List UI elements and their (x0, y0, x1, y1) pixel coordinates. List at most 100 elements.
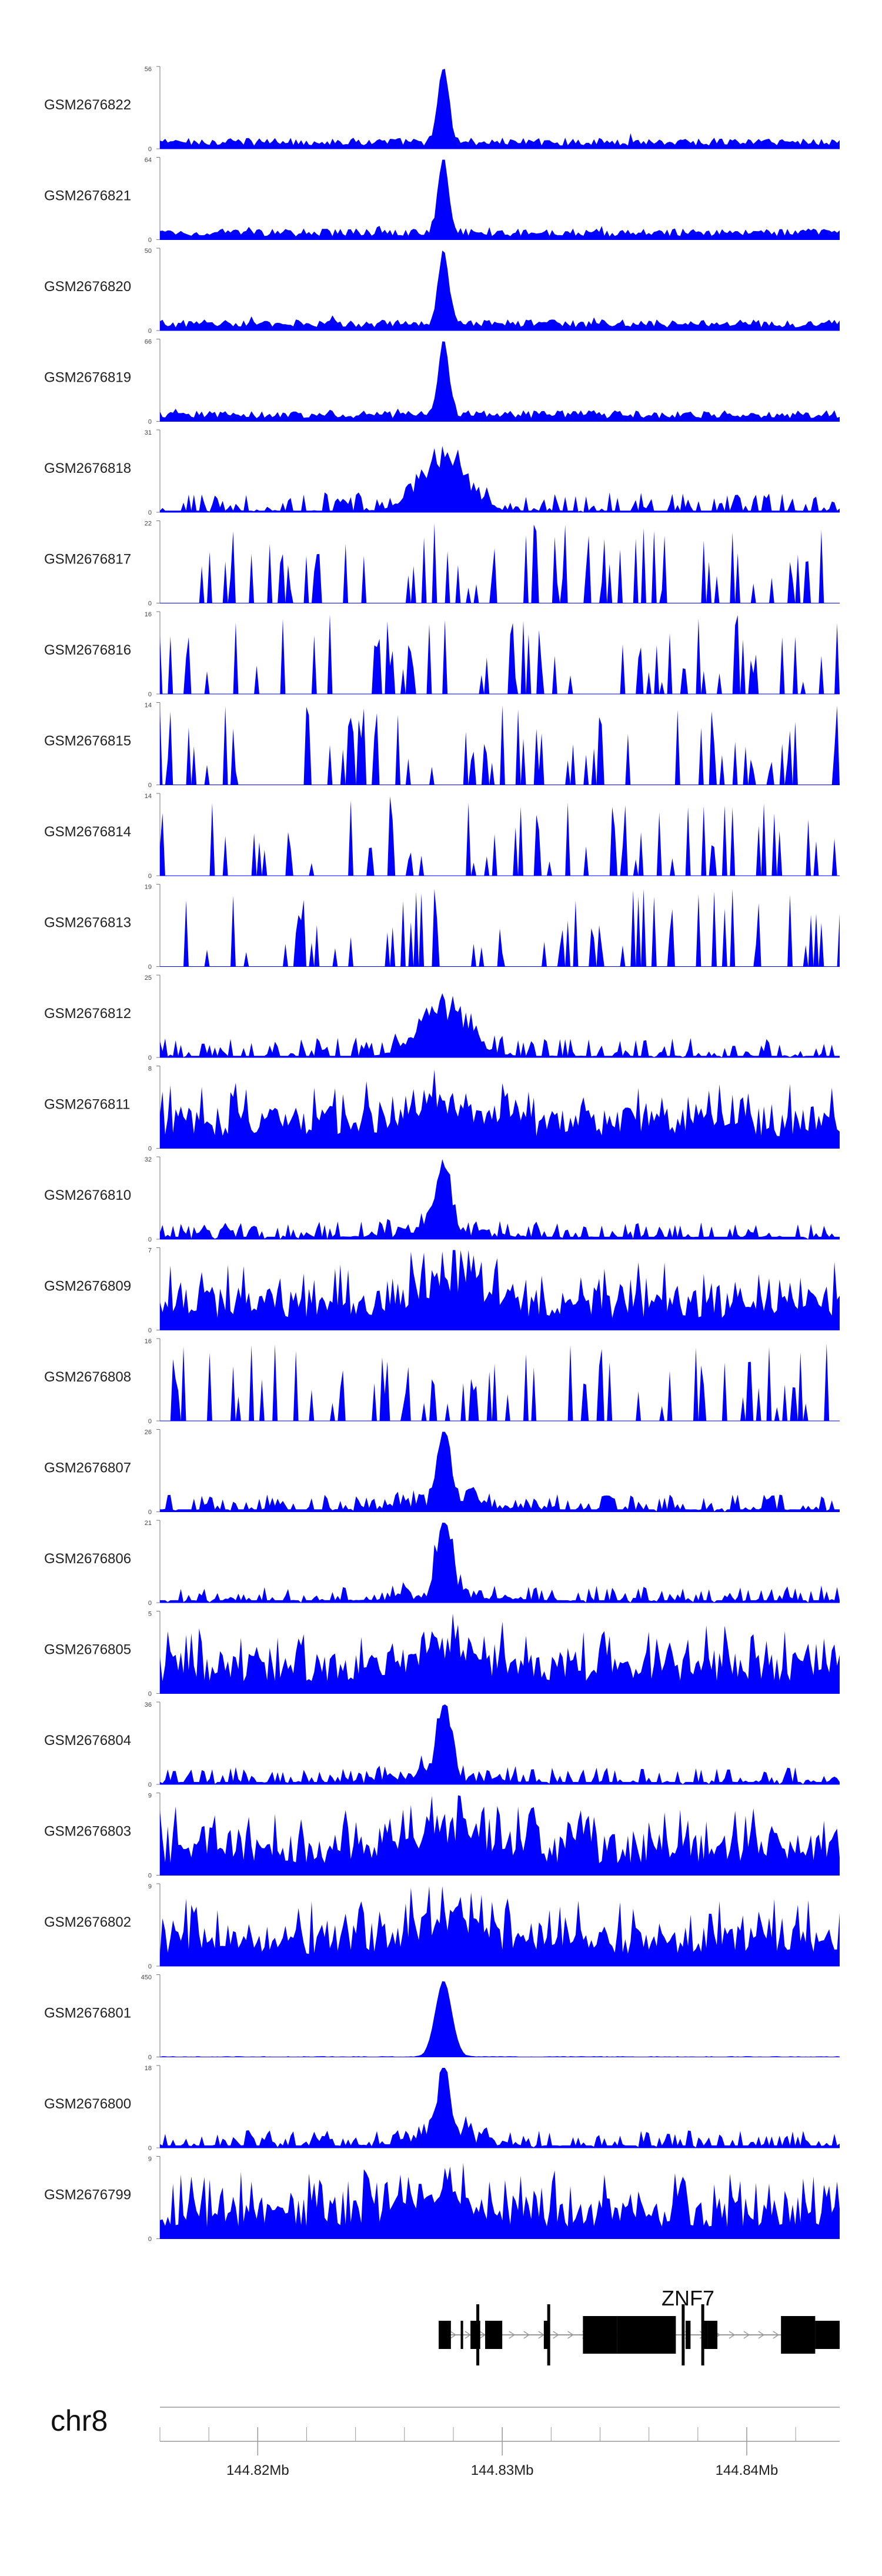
track-label: GSM2676811 (44, 1097, 130, 1113)
track-max-label: 9 (148, 1793, 152, 1800)
gene-exon-thin (681, 2304, 685, 2365)
track-min-label: 0 (148, 1691, 152, 1698)
track-min-label: 0 (148, 1418, 152, 1425)
track-label: GSM2676819 (44, 370, 131, 386)
track-GSM2676801: GSM2676801 450 0 (44, 1974, 840, 2061)
track-max-label: 21 (145, 1520, 152, 1527)
strand-arrow (729, 2331, 736, 2339)
track-min-label: 0 (148, 1781, 152, 1788)
track-GSM2676800: GSM2676800 18 0 (44, 2065, 840, 2152)
track-GSM2676809: GSM2676809 7 0 (44, 1247, 840, 1334)
strand-arrow (538, 2331, 545, 2339)
gene-exon (617, 2316, 676, 2354)
strand-arrow (743, 2331, 750, 2339)
track-label: GSM2676818 (44, 461, 131, 476)
gene-label: ZNF7 (662, 2286, 714, 2310)
track-min-label: 0 (148, 1236, 152, 1243)
coverage-area (160, 523, 840, 603)
track-GSM2676813: GSM2676813 19 0 (44, 884, 840, 971)
track-label: GSM2676813 (44, 915, 131, 931)
track-max-label: 22 (145, 520, 152, 528)
track-label: GSM2676810 (44, 1187, 131, 1203)
coverage-area (160, 705, 840, 785)
axis-tick-label: 144.84Mb (716, 2462, 779, 2478)
track-GSM2676805: GSM2676805 5 0 (44, 1611, 840, 1698)
track-label: GSM2676799 (44, 2187, 131, 2203)
coverage-area (160, 614, 840, 694)
track-min-label: 0 (148, 782, 152, 789)
track-min-label: 0 (148, 237, 152, 244)
track-max-label: 56 (145, 66, 152, 73)
coverage-area (160, 159, 840, 240)
gene-exon (815, 2321, 840, 2349)
coverage-area (160, 1069, 840, 1149)
track-label: GSM2676822 (44, 97, 131, 113)
gene-exon-thin (701, 2304, 704, 2365)
track-max-label: 450 (141, 1974, 152, 1981)
gene-exon (781, 2316, 816, 2354)
coverage-area (160, 1159, 840, 1239)
track-GSM2676799: GSM2676799 9 0 (44, 2156, 840, 2243)
track-max-label: 8 (148, 1066, 152, 1073)
track-label: GSM2676807 (44, 1460, 131, 1476)
track-min-label: 0 (148, 509, 152, 516)
track-min-label: 0 (148, 1600, 152, 1607)
track-min-label: 0 (148, 328, 152, 335)
track-min-label: 0 (148, 1055, 152, 1062)
track-GSM2676821: GSM2676821 64 0 (44, 157, 840, 244)
track-max-label: 36 (145, 1701, 152, 1709)
coverage-area (160, 1795, 840, 1876)
strand-arrow (450, 2331, 457, 2339)
track-max-label: 64 (145, 157, 152, 164)
track-max-label: 9 (148, 2156, 152, 2163)
strand-arrow (758, 2331, 765, 2339)
track-label: GSM2676802 (44, 1914, 131, 1930)
track-label: GSM2676805 (44, 1642, 131, 1658)
coverage-area (160, 1613, 840, 1694)
track-GSM2676817: GSM2676817 22 0 (44, 520, 840, 608)
coverage-area (160, 1250, 840, 1330)
strand-arrow (479, 2331, 486, 2339)
track-label: GSM2676801 (44, 2006, 131, 2021)
track-GSM2676818: GSM2676818 31 0 (44, 429, 840, 516)
track-GSM2676822: GSM2676822 56 0 (44, 66, 840, 153)
track-max-label: 7 (148, 1247, 152, 1254)
track-GSM2676806: GSM2676806 21 0 (44, 1520, 840, 1607)
coverage-area (160, 341, 840, 422)
track-label: GSM2676815 (44, 733, 131, 749)
coverage-area (160, 446, 840, 512)
coverage-area (160, 251, 840, 331)
track-max-label: 16 (145, 611, 152, 618)
track-max-label: 5 (148, 1611, 152, 1618)
track-label: GSM2676806 (44, 1551, 131, 1567)
track-label: GSM2676812 (44, 1006, 131, 1022)
strand-arrow (567, 2331, 574, 2339)
track-max-label: 18 (145, 2065, 152, 2072)
track-GSM2676802: GSM2676802 9 0 (44, 1883, 840, 1970)
genomic-axis: chr8 144.82Mb 144.83Mb 144.84Mb (51, 2404, 840, 2478)
track-min-label: 0 (148, 2236, 152, 2243)
track-min-label: 0 (148, 146, 152, 153)
axis-tick-label: 144.82Mb (226, 2462, 289, 2478)
track-min-label: 0 (148, 691, 152, 698)
strand-arrow (553, 2331, 559, 2339)
track-min-label: 0 (148, 964, 152, 971)
track-min-label: 0 (148, 1327, 152, 1334)
coverage-area (160, 2163, 840, 2239)
gene-exon (439, 2321, 451, 2349)
coverage-area (160, 1523, 840, 1603)
coverage-area (160, 889, 840, 967)
track-min-label: 0 (148, 873, 152, 880)
track-GSM2676803: GSM2676803 9 0 (44, 1793, 840, 1880)
track-GSM2676816: GSM2676816 16 0 (44, 611, 840, 698)
track-label: GSM2676808 (44, 1369, 131, 1385)
track-max-label: 14 (145, 702, 152, 709)
track-max-label: 31 (145, 429, 152, 436)
track-max-label: 26 (145, 1429, 152, 1436)
track-GSM2676812: GSM2676812 25 0 (44, 975, 840, 1062)
coverage-area (160, 1981, 840, 2057)
coverage-area (160, 1432, 840, 1512)
gene-exon (703, 2321, 708, 2349)
track-min-label: 0 (148, 1146, 152, 1153)
